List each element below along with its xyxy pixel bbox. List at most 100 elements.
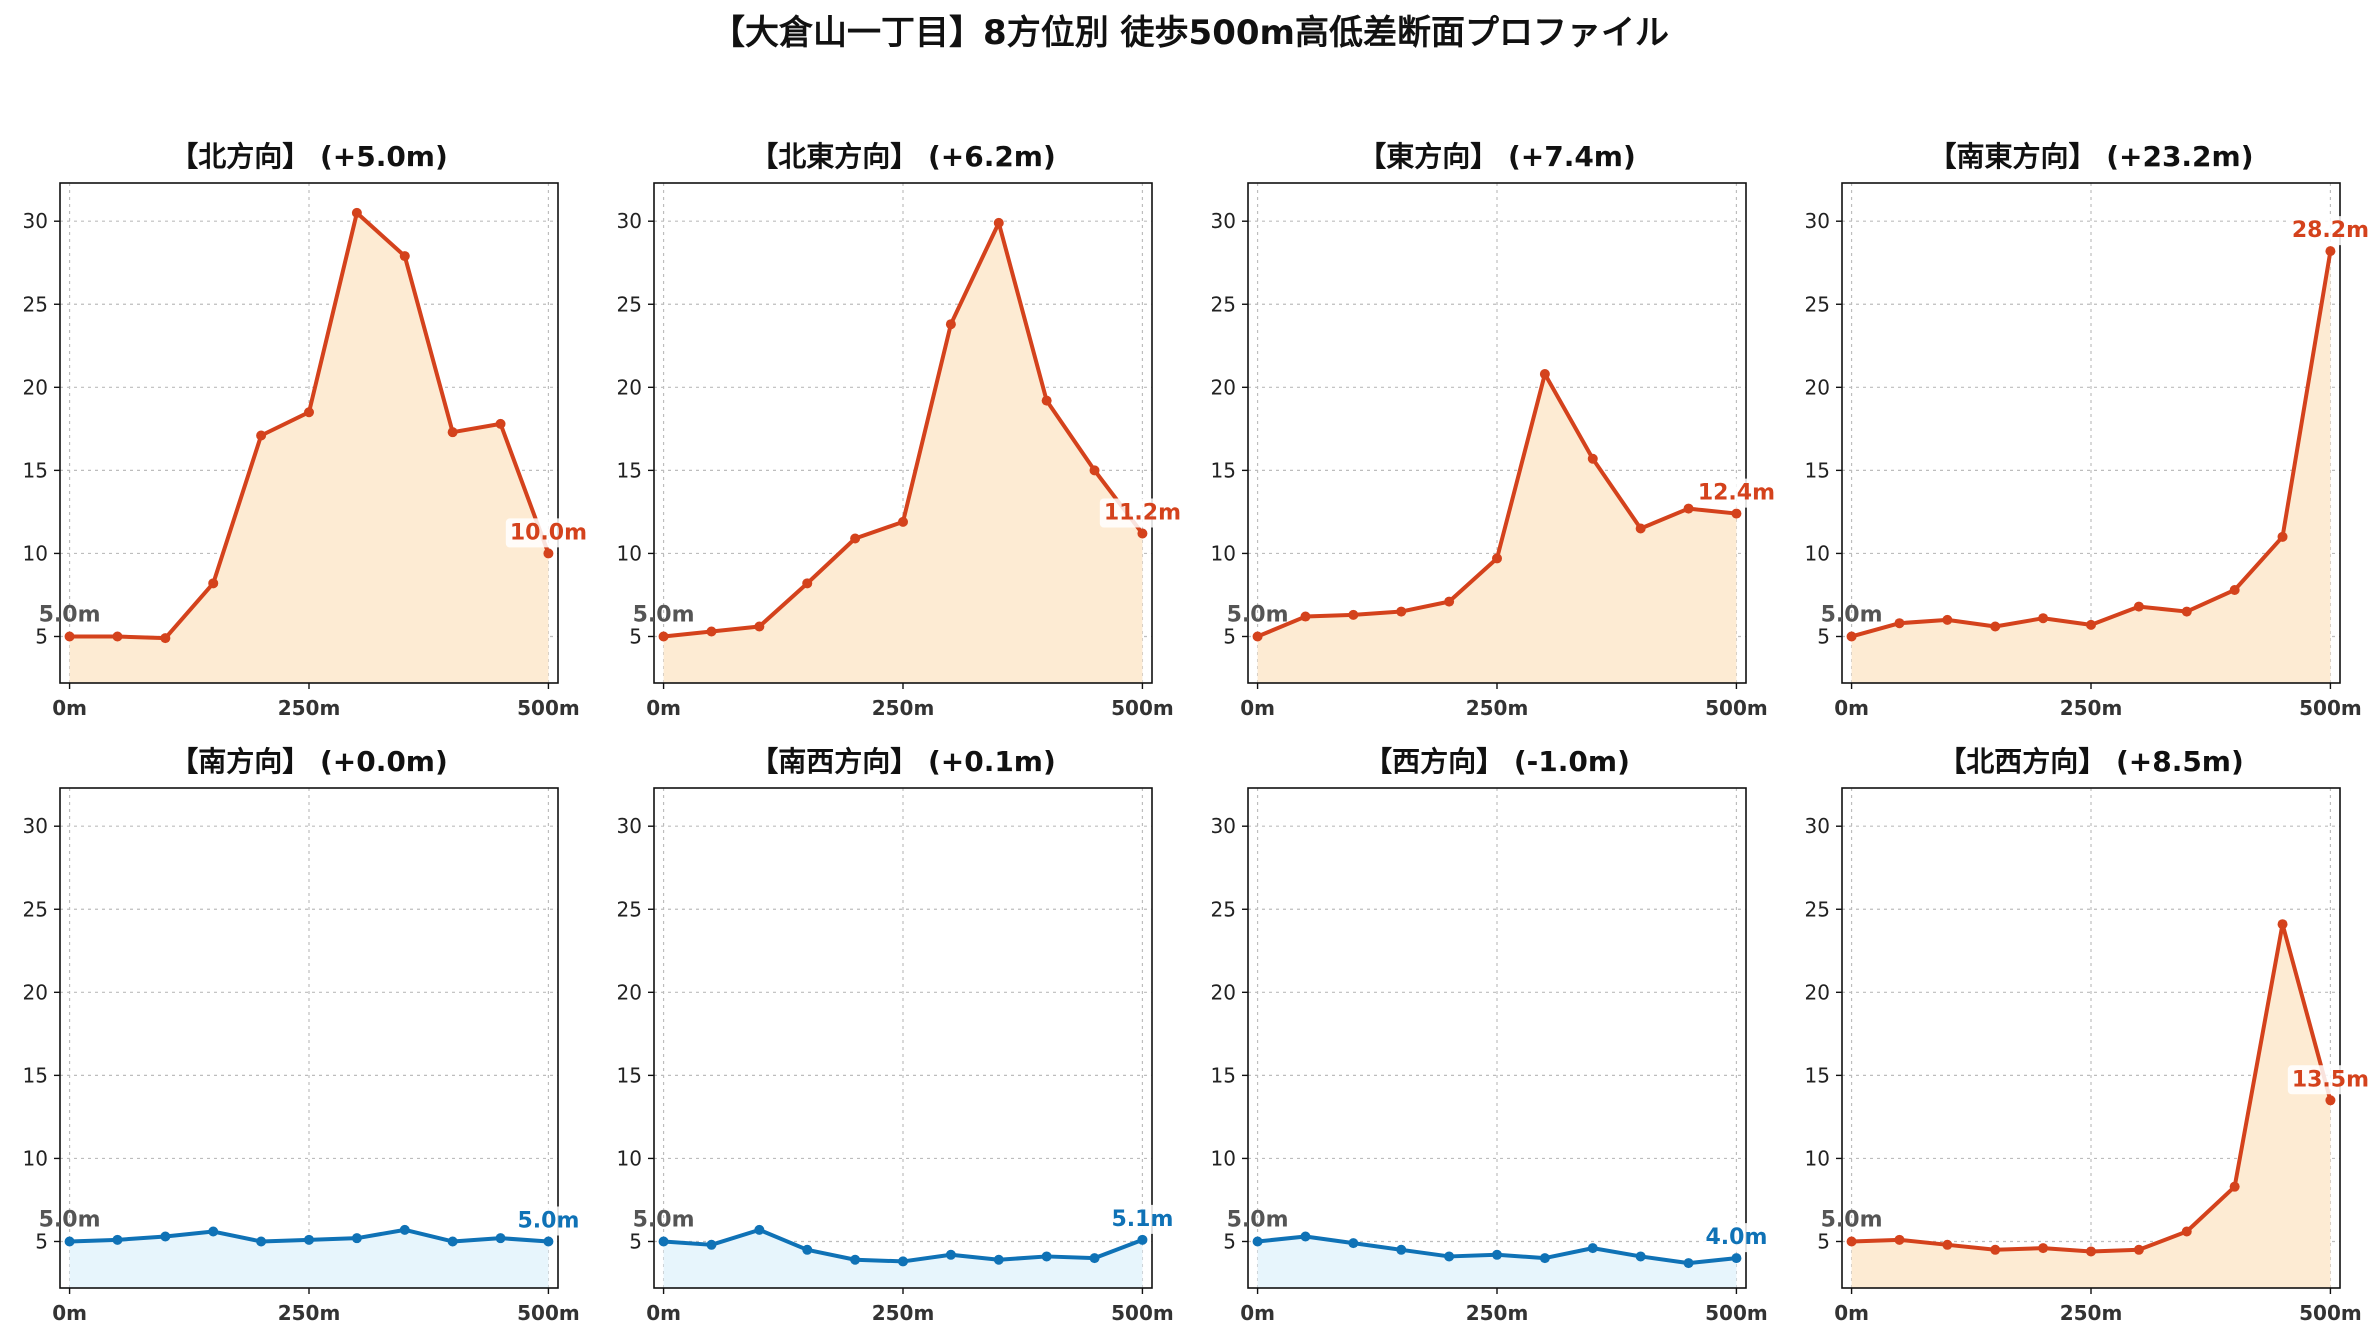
y-tick-label: 30: [23, 814, 48, 838]
panel-1: 【北方向】 (+5.0m) 5 10 15 20 25 30 0m 250m 500m 5.0m 10…: [23, 140, 592, 720]
y-tick-label: 15: [1805, 458, 1830, 482]
area-fill: [69, 212, 549, 683]
data-point: [1942, 614, 1953, 625]
area-fill: [1851, 924, 2331, 1288]
y-tick-label: 15: [1805, 1063, 1830, 1087]
data-point: [1137, 1234, 1148, 1245]
x-tick-label: 500m: [517, 696, 580, 720]
data-point: [495, 1233, 506, 1244]
end-value-label: 11.2m: [1104, 500, 1181, 525]
y-tick-label: 20: [1805, 980, 1830, 1004]
data-point: [850, 533, 861, 544]
y-tick-label: 15: [1211, 1063, 1236, 1087]
data-point: [1444, 596, 1455, 607]
data-point: [160, 1231, 171, 1242]
y-tick-label: 25: [617, 292, 642, 316]
data-point: [898, 1256, 908, 1267]
y-tick-label: 20: [1211, 375, 1236, 399]
x-tick-label: 250m: [278, 1301, 341, 1325]
panel-title: 【東方向】 (+7.4m): [1358, 140, 1636, 173]
area-fill: [1257, 1236, 1737, 1288]
end-label-background: [2287, 1065, 2374, 1095]
start-value-label: 5.0m: [1821, 602, 1883, 627]
panel-5: 【南方向】 (+0.0m) 5 10 15 20 25 30 0m 250m 500m 5.0m 5.…: [23, 745, 584, 1325]
panel-title: 【北方向】 (+5.0m): [170, 140, 448, 173]
x-tick-label: 0m: [1834, 1301, 1869, 1325]
x-tick-label: 250m: [1466, 1301, 1529, 1325]
y-tick-label: 5: [629, 624, 642, 648]
data-point: [993, 1254, 1004, 1265]
y-tick-label: 25: [617, 897, 642, 921]
x-tick-label: 250m: [872, 696, 935, 720]
y-tick-label: 20: [617, 375, 642, 399]
data-point: [658, 631, 669, 642]
data-point: [351, 1233, 362, 1244]
figure-title: 【大倉山一丁目】8方位別 徒歩500m高低差断面プロファイル: [711, 13, 1669, 53]
data-point: [945, 319, 956, 330]
axes-frame: [59, 787, 559, 1289]
data-point: [1894, 1234, 1905, 1245]
data-point: [898, 516, 908, 527]
x-tick-label: 500m: [1111, 696, 1174, 720]
data-point: [2229, 1181, 2240, 1192]
data-point: [208, 1226, 219, 1237]
y-tick-label: 10: [617, 541, 642, 565]
y-tick-label: 5: [1817, 1229, 1830, 1253]
x-tick-label: 0m: [52, 696, 87, 720]
data-point: [1444, 1251, 1455, 1262]
y-tick-label: 15: [617, 458, 642, 482]
area-fill: [663, 222, 1143, 683]
x-tick-label: 0m: [1240, 696, 1275, 720]
x-tick-label: 500m: [2299, 696, 2362, 720]
y-tick-label: 20: [1805, 375, 1830, 399]
end-label-background: [2287, 216, 2374, 246]
data-point: [256, 430, 267, 441]
y-tick-label: 5: [35, 624, 48, 648]
end-value-label: 13.5m: [2292, 1067, 2369, 1092]
end-label-background: [1107, 1204, 1178, 1234]
data-point: [1137, 528, 1148, 539]
panel-title: 【南西方向】 (+0.1m): [750, 745, 1056, 778]
data-point: [256, 1236, 267, 1247]
end-value-label: 10.0m: [510, 520, 587, 545]
y-tick-label: 10: [1805, 1146, 1830, 1170]
data-point: [2038, 1243, 2049, 1254]
data-point: [2325, 246, 2336, 257]
y-tick-label: 30: [617, 814, 642, 838]
panel-6: 【南西方向】 (+0.1m) 5 10 15 20 25 30 0m 250m 500m 5.0m 5…: [617, 745, 1178, 1325]
end-label-background: [513, 1206, 584, 1236]
end-label-background: [1099, 498, 1186, 528]
data-point: [543, 548, 554, 559]
y-tick-label: 15: [23, 1063, 48, 1087]
data-point: [543, 1236, 554, 1247]
y-tick-label: 20: [1211, 980, 1236, 1004]
data-point: [802, 578, 813, 589]
data-point: [1635, 523, 1646, 534]
data-point: [112, 1234, 123, 1245]
end-label-background: [1693, 478, 1780, 508]
y-tick-label: 20: [23, 375, 48, 399]
data-point: [754, 1224, 765, 1235]
y-tick-label: 15: [23, 458, 48, 482]
data-point: [1731, 508, 1742, 519]
axes-frame: [1247, 787, 1747, 1289]
panel-title: 【西方向】 (-1.0m): [1364, 745, 1630, 778]
data-point: [1348, 609, 1359, 620]
data-point: [2181, 606, 2192, 617]
data-point: [1041, 1251, 1052, 1262]
x-tick-label: 250m: [1466, 696, 1529, 720]
area-fill: [69, 1229, 549, 1288]
x-tick-label: 500m: [1705, 1301, 1768, 1325]
data-point: [1300, 611, 1311, 622]
area-fill: [1851, 251, 2331, 683]
y-tick-label: 5: [1223, 624, 1236, 648]
y-tick-label: 15: [617, 1063, 642, 1087]
data-point: [850, 1254, 861, 1265]
x-tick-label: 0m: [1240, 1301, 1275, 1325]
end-value-label: 12.4m: [1698, 481, 1775, 506]
data-point: [64, 631, 75, 642]
y-tick-label: 20: [23, 980, 48, 1004]
start-value-label: 5.0m: [1227, 602, 1289, 627]
start-value-label: 5.0m: [39, 1207, 101, 1232]
